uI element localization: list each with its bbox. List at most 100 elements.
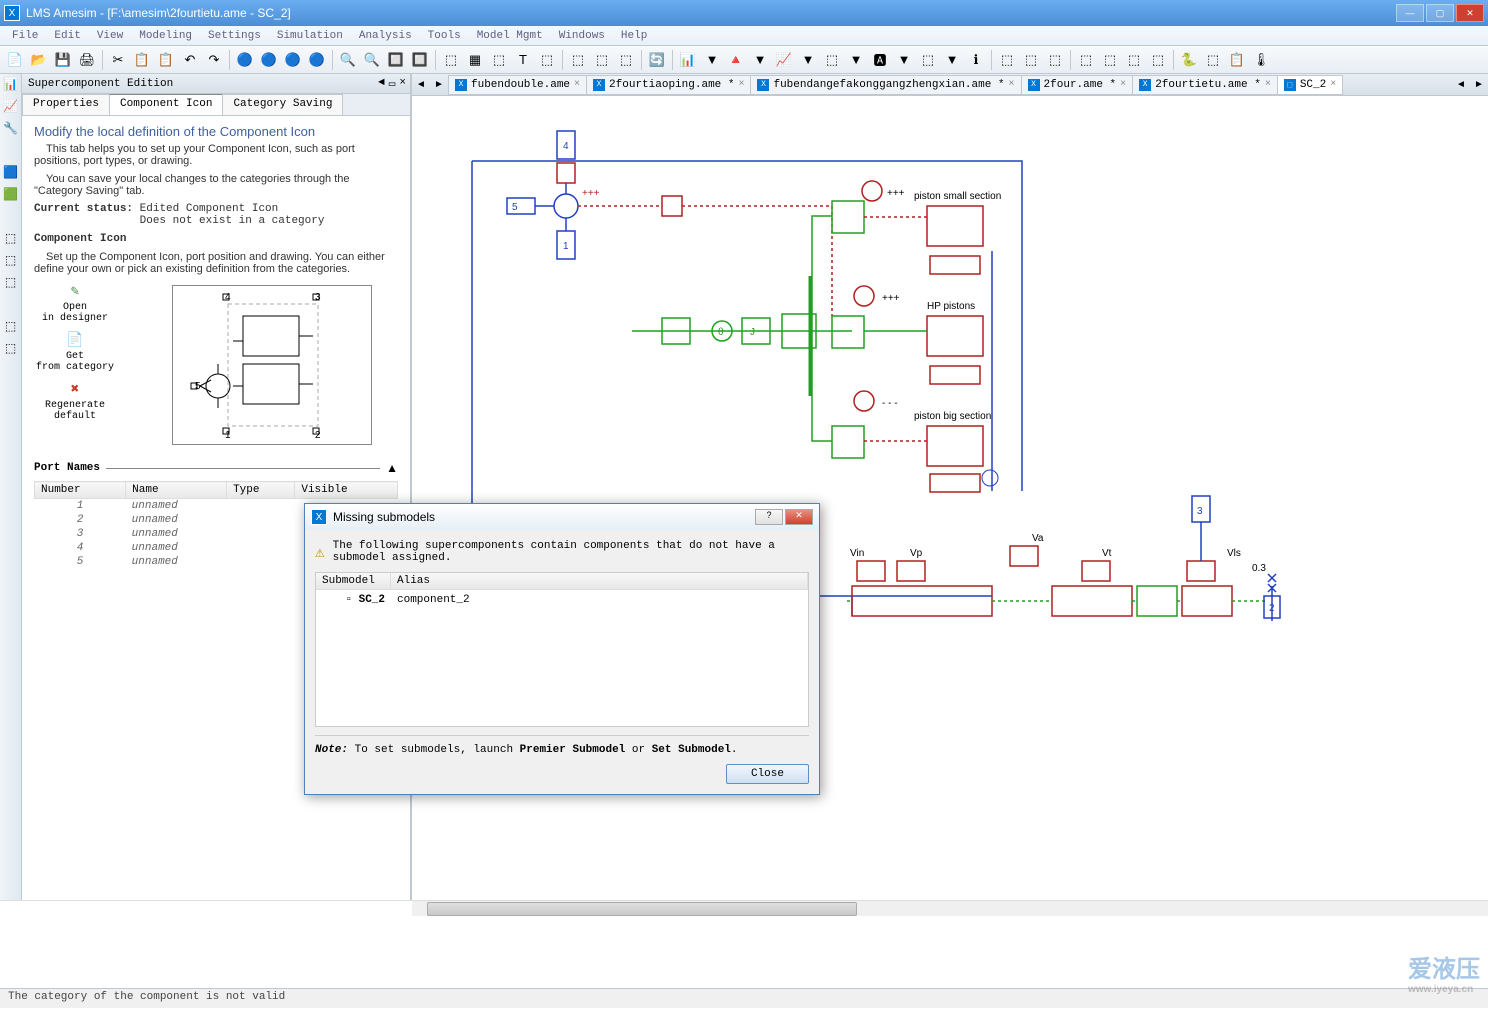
toolbar-btn-52[interactable]: ⬚ (1099, 49, 1121, 71)
close-button[interactable]: ✕ (1456, 4, 1484, 22)
menu-help[interactable]: Help (613, 30, 655, 42)
toolbar-btn-25[interactable]: ⬚ (536, 49, 558, 71)
menu-file[interactable]: File (4, 30, 46, 42)
tab-close-icon[interactable]: × (1120, 79, 1126, 90)
tab-close-icon[interactable]: × (574, 79, 580, 90)
action-get[interactable]: 📄Getfrom category (34, 330, 116, 375)
toolbar-btn-24[interactable]: T (512, 49, 534, 71)
tab-nav-left[interactable]: ◄ (412, 79, 430, 90)
toolbar-btn-34[interactable]: ▼ (701, 49, 723, 71)
panel-tab-category-saving[interactable]: Category Saving (222, 94, 343, 115)
toolbar-btn-33[interactable]: 📊 (677, 49, 699, 71)
toolbar-btn-8[interactable]: ↶ (179, 49, 201, 71)
toolbar-btn-23[interactable]: ⬚ (488, 49, 510, 71)
toolbar-btn-56[interactable]: 🐍 (1178, 49, 1200, 71)
menu-windows[interactable]: Windows (551, 30, 613, 42)
toolbar-btn-17[interactable]: 🔍 (361, 49, 383, 71)
leftbar-btn-12[interactable]: ⬚ (2, 341, 20, 359)
maximize-button[interactable]: ▢ (1426, 4, 1454, 22)
tab-close-icon[interactable]: × (1009, 79, 1015, 90)
toolbar-btn-29[interactable]: ⬚ (615, 49, 637, 71)
leftbar-btn-4[interactable]: 🟦 (2, 165, 20, 183)
leftbar-btn-9[interactable]: ⬚ (2, 275, 20, 293)
panel-close-icon[interactable]: × (399, 77, 406, 91)
toolbar-btn-9[interactable]: ↷ (203, 49, 225, 71)
doc-tab[interactable]: Xfubendangefakonggangzhengxian.ame *× (750, 75, 1021, 95)
toolbar-btn-43[interactable]: ⬚ (917, 49, 939, 71)
toolbar-btn-36[interactable]: ▼ (749, 49, 771, 71)
toolbar-btn-5[interactable]: ✂ (107, 49, 129, 71)
toolbar-btn-38[interactable]: ▼ (797, 49, 819, 71)
menu-view[interactable]: View (89, 30, 131, 42)
doc-tab[interactable]: X2fourtietu.ame *× (1132, 75, 1278, 95)
toolbar-btn-54[interactable]: ⬚ (1147, 49, 1169, 71)
toolbar-btn-19[interactable]: 🔲 (409, 49, 431, 71)
menu-modeling[interactable]: Modeling (131, 30, 200, 42)
toolbar-btn-18[interactable]: 🔲 (385, 49, 407, 71)
toolbar-btn-53[interactable]: ⬚ (1123, 49, 1145, 71)
menu-tools[interactable]: Tools (420, 30, 469, 42)
menu-analysis[interactable]: Analysis (351, 30, 420, 42)
toolbar-btn-47[interactable]: ⬚ (996, 49, 1018, 71)
toolbar-btn-0[interactable]: 📄 (4, 49, 26, 71)
doc-tab[interactable]: ⬚SC_2× (1277, 75, 1343, 95)
leftbar-btn-0[interactable]: 📊 (2, 77, 20, 95)
hscrollbar[interactable] (412, 900, 1488, 916)
menu-settings[interactable]: Settings (200, 30, 269, 42)
toolbar-btn-2[interactable]: 💾 (52, 49, 74, 71)
toolbar-btn-45[interactable]: ℹ (965, 49, 987, 71)
toolbar-btn-59[interactable]: 🌡 (1250, 49, 1272, 71)
tab-nav-right-2[interactable]: ► (1470, 79, 1488, 90)
toolbar-btn-51[interactable]: ⬚ (1075, 49, 1097, 71)
doc-tab[interactable]: Xfubendouble.ame× (448, 75, 587, 95)
toolbar-btn-27[interactable]: ⬚ (567, 49, 589, 71)
menu-edit[interactable]: Edit (46, 30, 88, 42)
leftbar-btn-5[interactable]: 🟩 (2, 187, 20, 205)
tab-close-icon[interactable]: × (1265, 79, 1271, 90)
leftbar-btn-7[interactable]: ⬚ (2, 231, 20, 249)
leftbar-btn-6[interactable] (2, 209, 20, 227)
doc-tab[interactable]: X2four.ame *× (1021, 75, 1134, 95)
dialog-titlebar[interactable]: X Missing submodels ? ✕ (305, 504, 819, 530)
toolbar-btn-7[interactable]: 📋 (155, 49, 177, 71)
toolbar-btn-58[interactable]: 📋 (1226, 49, 1248, 71)
toolbar-btn-28[interactable]: ⬚ (591, 49, 613, 71)
toolbar-btn-57[interactable]: ⬚ (1202, 49, 1224, 71)
minimize-button[interactable]: — (1396, 4, 1424, 22)
toolbar-btn-3[interactable]: 🖨 (76, 49, 98, 71)
toolbar-btn-39[interactable]: ⬚ (821, 49, 843, 71)
menu-simulation[interactable]: Simulation (269, 30, 351, 42)
leftbar-btn-1[interactable]: 📈 (2, 99, 20, 117)
toolbar-btn-6[interactable]: 📋 (131, 49, 153, 71)
tab-nav-right[interactable]: ► (430, 79, 448, 90)
toolbar-btn-31[interactable]: 🔄 (646, 49, 668, 71)
toolbar-btn-16[interactable]: 🔍 (337, 49, 359, 71)
tab-close-icon[interactable]: × (738, 79, 744, 90)
toolbar-btn-49[interactable]: ⬚ (1044, 49, 1066, 71)
toolbar-btn-22[interactable]: ▦ (464, 49, 486, 71)
action-open[interactable]: ✎Openin designer (34, 281, 116, 326)
panel-back-icon[interactable]: ◄ (378, 77, 385, 91)
toolbar-btn-12[interactable]: 🔵 (258, 49, 280, 71)
toolbar-btn-21[interactable]: ⬚ (440, 49, 462, 71)
leftbar-btn-10[interactable] (2, 297, 20, 315)
menu-model-mgmt[interactable]: Model Mgmt (469, 30, 551, 42)
panel-tab-properties[interactable]: Properties (22, 94, 110, 115)
action-regenerate[interactable]: ✖Regeneratedefault (34, 379, 116, 424)
toolbar-btn-40[interactable]: ▼ (845, 49, 867, 71)
collapse-arrow-icon[interactable]: ▲ (386, 461, 398, 475)
toolbar-btn-42[interactable]: ▼ (893, 49, 915, 71)
toolbar-btn-48[interactable]: ⬚ (1020, 49, 1042, 71)
dialog-help-button[interactable]: ? (755, 509, 783, 525)
toolbar-btn-13[interactable]: 🔵 (282, 49, 304, 71)
toolbar-btn-1[interactable]: 📂 (28, 49, 50, 71)
toolbar-btn-41[interactable]: 🅰 (869, 49, 891, 71)
submodel-list[interactable]: Submodel Alias ▫ SC_2 component_2 (315, 572, 809, 727)
leftbar-btn-8[interactable]: ⬚ (2, 253, 20, 271)
toolbar-btn-14[interactable]: 🔵 (306, 49, 328, 71)
list-row[interactable]: ▫ SC_2 component_2 (316, 590, 808, 610)
leftbar-btn-2[interactable]: 🔧 (2, 121, 20, 139)
toolbar-btn-44[interactable]: ▼ (941, 49, 963, 71)
close-button[interactable]: Close (726, 764, 809, 784)
dialog-close-button[interactable]: ✕ (785, 509, 813, 525)
